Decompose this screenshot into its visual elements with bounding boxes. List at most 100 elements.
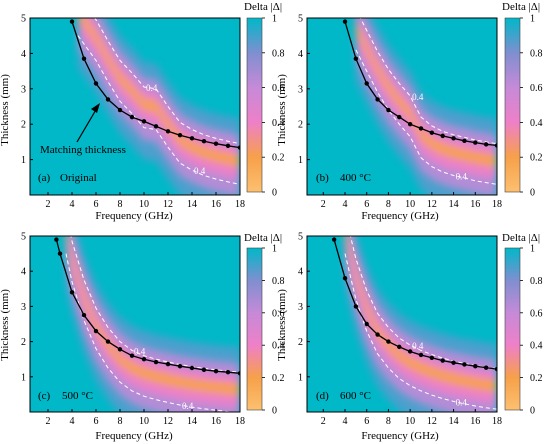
matching-thickness-point (93, 328, 99, 334)
panel-title: 500 °C (62, 390, 93, 402)
x-tick-label: 2 (321, 199, 326, 210)
colorbar-tick-label: 0 (272, 188, 277, 199)
contour-label: 0.4 (456, 172, 468, 182)
y-tick-label: 2 (298, 337, 303, 348)
matching-thickness-point (473, 364, 478, 369)
y-tick-label: 3 (21, 302, 26, 313)
colorbar-tick-label: 0.4 (272, 341, 285, 352)
matching-thickness-point (69, 19, 75, 24)
y-tick-label: 2 (21, 120, 26, 131)
y-tick-label: 1 (21, 372, 26, 383)
matching-thickness-point (129, 114, 135, 120)
contour-label: 0.4 (412, 341, 424, 351)
y-tick-label: 4 (21, 49, 26, 60)
matching-thickness-point (483, 365, 489, 370)
x-tick-label: 12 (427, 199, 437, 210)
matching-thickness-point (105, 97, 111, 102)
heatmap-area: 0.4 0.4 (307, 236, 497, 412)
matching-thickness-point (213, 368, 219, 374)
x-tick-label: 8 (118, 199, 123, 210)
colorbar-tick-label: 0.2 (272, 373, 285, 384)
absorption-band (78, 18, 240, 195)
y-tick-label: 1 (298, 372, 303, 383)
contour-0.4-lower (65, 253, 238, 412)
x-tick-label: 10 (139, 416, 149, 427)
x-tick-label: 4 (343, 199, 348, 210)
absorption-band (355, 18, 497, 195)
matching-thickness-point (93, 81, 99, 86)
panel-label: (a) (38, 172, 51, 184)
panel-label: (d) (316, 390, 329, 402)
matching-thickness-point (117, 347, 123, 352)
matching-thickness-point (418, 352, 424, 358)
matching-thickness-point (189, 365, 195, 371)
matching-thickness-point (462, 362, 467, 367)
x-tick-label: 18 (235, 199, 245, 210)
contour-label: 0.4 (194, 166, 206, 176)
x-tick-label: 6 (364, 416, 369, 427)
band-layer-orange (355, 20, 497, 168)
matching-thickness-point (407, 122, 413, 127)
colorbar-tick-label: 0.6 (272, 308, 285, 319)
colorbar-tick-label: 0.8 (272, 48, 285, 59)
matching-thickness-point (331, 237, 337, 242)
contour-0.4-lower (77, 35, 240, 185)
colorbar-tick-label: 0.4 (272, 118, 285, 129)
x-tick-label: 8 (386, 416, 391, 427)
contour-label: 0.4 (146, 83, 158, 93)
y-tick-label: 1 (21, 155, 26, 166)
colorbar-title: Delta |Δ| (502, 232, 540, 244)
x-tick-label: 14 (187, 416, 197, 427)
panel-label: (c) (38, 390, 51, 402)
contour-0.4-upper (349, 236, 497, 370)
colorbar-tick-label: 0.2 (272, 153, 285, 164)
colorbar-tick-label: 0 (530, 188, 535, 199)
colorbar-tick-label: 0 (272, 406, 277, 417)
y-tick-label: 5 (298, 232, 303, 243)
matching-thickness-point (54, 237, 59, 242)
y-tick-label: 1 (298, 155, 303, 166)
y-axis-label: Thickness (mm) (0, 74, 11, 146)
panel-a: Delta |Δ| Frequency (GHz) Thickness (mm)… (0, 1, 285, 222)
matching-thickness-point (342, 19, 348, 24)
y-tick-label: 2 (21, 337, 26, 348)
colorbar-tick-label: 0.2 (530, 153, 543, 164)
contour-0.4-upper (359, 18, 497, 145)
heatmap-area: 0.4 0.4 (30, 18, 240, 195)
matching-thickness-point (386, 339, 391, 344)
x-axis-label: Frequency (GHz) (361, 430, 439, 442)
matching-thickness-point (375, 97, 380, 102)
x-tick-label: 6 (94, 199, 99, 210)
colorbar-tick-label: 0 (530, 406, 535, 417)
matching-thickness-point (451, 136, 456, 141)
matching-thickness-point (237, 371, 240, 376)
matching-thickness-point (451, 360, 456, 365)
panel-b: Delta |Δ| Frequency (GHz) Thickness (mm)… (276, 1, 543, 222)
matching-thickness-point (353, 56, 359, 61)
y-axis-label: Thickness (mm) (276, 289, 288, 361)
matching-thickness-point (462, 138, 467, 144)
matching-thickness-point (397, 114, 402, 120)
colorbar-tick-label: 0.8 (272, 276, 285, 287)
matching-thickness-point (494, 366, 497, 372)
y-tick-label: 3 (298, 302, 303, 313)
x-tick-label: 14 (449, 199, 459, 210)
contour-label: 0.4 (456, 397, 468, 407)
annotation-arrowhead (91, 103, 100, 113)
colorbar (504, 17, 521, 193)
x-tick-label: 16 (211, 416, 221, 427)
matching-thickness-point (440, 358, 445, 363)
matching-thickness-point (483, 142, 489, 147)
panel-title: 400 °C (340, 172, 371, 184)
matching-thickness-point (105, 339, 111, 344)
x-axis-label: Frequency (GHz) (95, 430, 173, 442)
heatmap-area: 0.4 0.4 (30, 236, 240, 412)
matching-thickness-point (364, 321, 369, 327)
matching-thickness-point (153, 124, 159, 129)
matching-thickness-point (177, 132, 183, 138)
x-tick-label: 2 (46, 416, 51, 427)
x-tick-label: 18 (492, 416, 502, 427)
y-tick-label: 4 (21, 267, 26, 278)
matching-thickness-point (494, 143, 497, 148)
